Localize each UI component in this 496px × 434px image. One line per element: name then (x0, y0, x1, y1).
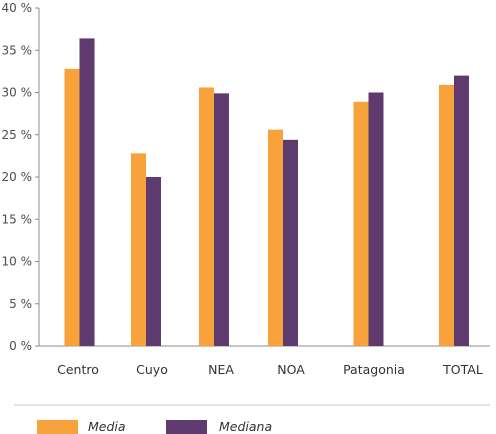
y-tick-label: 35 % (2, 43, 33, 57)
legend-swatch-media (37, 420, 78, 434)
bar-media-noa (268, 129, 283, 346)
x-tick-label: NEA (208, 362, 234, 377)
y-tick-label: 30 % (2, 86, 33, 100)
y-tick-label: 10 % (2, 255, 33, 269)
bar-mediana-total (454, 75, 469, 346)
y-tick-label: 5 % (9, 297, 32, 311)
bar-mediana-noa (283, 139, 298, 346)
x-axis: Centro Cuyo NEA NOA Patagonia TOTAL (57, 362, 483, 377)
bars-group (64, 38, 469, 347)
bar-media-nea (199, 87, 214, 347)
bar-mediana-centro (79, 38, 95, 347)
bar-media-centro (64, 68, 80, 346)
bar-mediana-nea (214, 93, 229, 346)
x-tick-label: Centro (57, 362, 99, 377)
legend-swatch-mediana (166, 420, 207, 434)
legend-label-media: Media (88, 419, 126, 434)
bar-media-patagonia (353, 101, 369, 346)
y-tick-label: 25 % (2, 128, 33, 142)
legend-label-mediana: Mediana (219, 419, 272, 434)
x-tick-label: Cuyo (136, 362, 168, 377)
bar-media-total (439, 84, 454, 347)
bar-mediana-patagonia (368, 92, 384, 346)
bar-mediana-cuyo (146, 177, 161, 346)
x-tick-label: Patagonia (343, 362, 405, 377)
y-tick-label: 20 % (2, 170, 33, 184)
y-tick-label: 15 % (2, 212, 33, 226)
y-tick-label: 40 % (2, 1, 33, 15)
bar-media-cuyo (131, 153, 146, 346)
x-tick-label: NOA (277, 362, 305, 377)
y-axis: 0 % 5 % 10 % 15 % 20 % 25 % 30 % 35 % 40 % (2, 1, 39, 353)
legend: Media Mediana (37, 419, 272, 434)
x-tick-label: TOTAL (442, 362, 483, 377)
y-tick-label: 0 % (9, 339, 32, 353)
